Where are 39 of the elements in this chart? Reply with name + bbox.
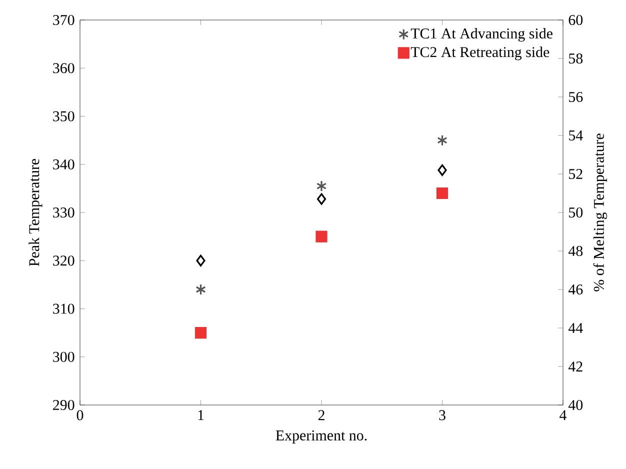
point (316, 230, 328, 242)
point (438, 164, 447, 176)
x-tick-label: 2 (318, 410, 324, 420)
point (196, 284, 206, 296)
x-axis-title: Experiment no. (276, 430, 367, 444)
y-tick-label: 350 (53, 111, 74, 122)
x-tick-label: 0 (76, 410, 84, 420)
point (194, 327, 207, 339)
y2-tick-label: 46 (568, 284, 583, 295)
y2-tick-label: 56 (569, 92, 583, 102)
y-tick-label: 320 (53, 256, 74, 266)
y2-tick-label: 44 (568, 323, 583, 333)
x-tick-label: 3 (439, 410, 446, 420)
y2-tick-label: 54 (569, 130, 583, 140)
point (316, 193, 326, 205)
legend-label: TC2 At Retreating side (410, 46, 550, 60)
point (316, 180, 327, 192)
point (196, 254, 206, 266)
legend-label: TC1 At Advancing side (410, 28, 552, 42)
x-tick-label: 4 (560, 410, 566, 420)
y-tick-label: 300 (53, 352, 74, 362)
y2-tick-label: 52 (569, 168, 582, 180)
y-tick-label: 330 (53, 207, 74, 218)
y2-axis-title: % of Melting Temperature (593, 134, 608, 292)
y2-tick-label: 50 (569, 207, 583, 218)
y-tick-label: 340 (53, 159, 74, 170)
y2-tick-label: 58 (569, 53, 583, 64)
y-tick-label: 360 (53, 63, 74, 74)
y-tick-label: 290 (53, 400, 74, 410)
x-tick-label: 1 (198, 410, 204, 420)
point (436, 187, 448, 200)
y2-tick-label: 60 (568, 14, 583, 26)
y-axis-title: Peak Temperature (28, 158, 42, 266)
point (437, 134, 448, 146)
y2-tick-label: 48 (568, 246, 583, 256)
y-tick-label: 310 (53, 304, 74, 314)
y2-tick-label: 42 (568, 362, 582, 372)
y2-tick-label: 40 (568, 400, 583, 410)
y-tick-label: 370 (53, 14, 74, 26)
